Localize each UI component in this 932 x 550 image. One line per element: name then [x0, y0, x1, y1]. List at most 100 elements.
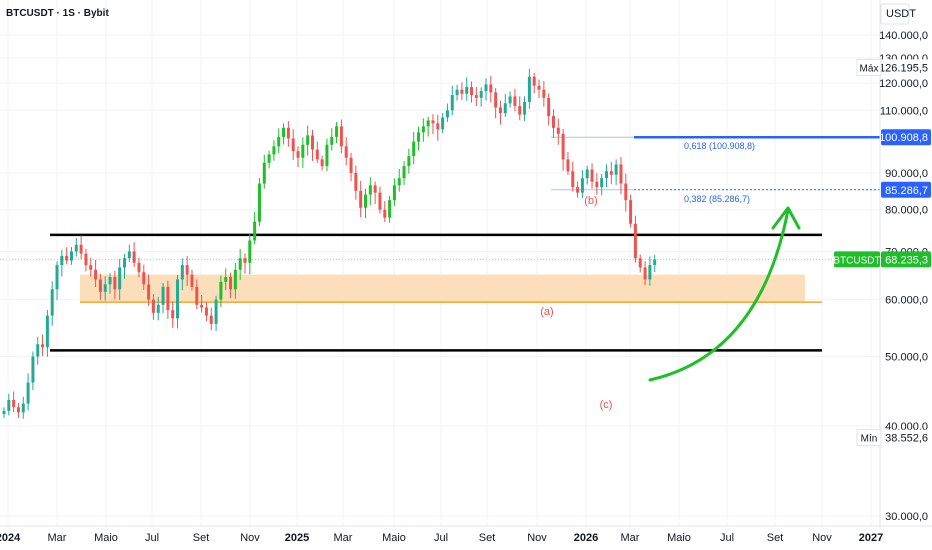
fib-618-tag-bg [881, 129, 931, 146]
candle-body [576, 187, 580, 193]
max-label-tag-bg [856, 58, 882, 76]
wave-label-a: (a) [540, 306, 553, 318]
candle-body [89, 265, 93, 270]
candle-body [364, 194, 367, 208]
candle-body [561, 133, 565, 160]
max-value-tag: 126.195,5 [879, 62, 928, 74]
candle-body [291, 138, 295, 152]
candle-body [368, 185, 372, 195]
candle-body [643, 267, 647, 280]
candle-body [166, 286, 170, 311]
candle-body [494, 92, 498, 108]
support-zone [80, 274, 805, 303]
candle-body [527, 76, 531, 102]
candle-body [470, 87, 474, 96]
time-tick-label: Maio [667, 532, 691, 544]
candle-body [373, 185, 377, 193]
candle-body [508, 96, 512, 104]
candle-body [127, 251, 131, 259]
candle-body [619, 164, 623, 184]
candle-body [248, 240, 252, 263]
candle-body [156, 304, 160, 313]
candle-body [190, 274, 194, 287]
candle-body [325, 144, 329, 167]
candle-body [209, 315, 213, 324]
grid [0, 0, 880, 526]
candle-body [98, 279, 102, 292]
candle-body [84, 253, 88, 266]
candle-body [204, 307, 208, 316]
zones [0, 135, 880, 352]
candle-body [257, 183, 261, 222]
candle-body [45, 315, 49, 348]
currency-box[interactable] [880, 3, 910, 25]
time-tick-label: Jul [434, 532, 448, 544]
candle-body [69, 251, 73, 261]
candle-body [238, 258, 242, 270]
candle-body [537, 85, 541, 90]
candle-body [629, 200, 633, 224]
price-tick-label: 80.000,0 [885, 205, 928, 217]
last-price-tag-bg [881, 251, 931, 268]
candle-body [648, 265, 652, 280]
candle-body [518, 106, 522, 115]
fib-618-label: 0,618 (100.908,8) [684, 141, 755, 151]
price-tick-label: 140.000,0 [879, 30, 928, 42]
min-value-tag-bg [881, 429, 931, 446]
candle-body [421, 126, 425, 133]
candle-body [310, 135, 314, 150]
candle-body [566, 159, 570, 172]
candle-body [296, 151, 300, 158]
candle-body [551, 116, 555, 128]
price-tick-label: 50.000,0 [885, 351, 928, 363]
candle-body [315, 149, 319, 160]
candle-body [523, 101, 527, 115]
candle-body [450, 95, 454, 111]
candle-body [12, 399, 16, 408]
price-tick-label: 30.000,0 [885, 511, 928, 523]
candle-body [219, 281, 223, 300]
projection-arrow[interactable] [648, 208, 790, 382]
price-tick-label: 90.000,0 [885, 168, 928, 180]
candle-body [267, 154, 271, 163]
candle-body [378, 192, 382, 210]
candle-body [359, 190, 363, 208]
min-label-tag: Mín [861, 434, 878, 445]
candle-body [229, 276, 233, 290]
time-tick-label: Mar [334, 532, 353, 544]
candle-body [653, 259, 657, 266]
candle-body [556, 127, 560, 134]
candle-body [113, 276, 117, 290]
candle-body [402, 166, 406, 179]
fib-382-tag: 85.286,7 [885, 185, 928, 197]
candle-body [600, 178, 604, 188]
candle-body [339, 126, 343, 147]
fib-382-tag-bg [881, 181, 931, 198]
candle-body [354, 172, 358, 191]
candle-body [436, 123, 440, 130]
time-tick-label: Nov [240, 532, 260, 544]
price-tick-label: 60.000,0 [885, 295, 928, 307]
candle-body [392, 185, 396, 201]
time-tick-label: Nov [527, 532, 547, 544]
time-tick-label: Mar [621, 532, 640, 544]
candle-body [243, 258, 247, 263]
candle-body [74, 244, 78, 252]
candle-body [79, 244, 83, 254]
candle-body [489, 84, 493, 93]
time-tick-label: Jul [720, 532, 734, 544]
time-tick-label: 2027 [859, 532, 883, 544]
candle-body [233, 269, 237, 290]
candle-body [547, 97, 551, 117]
candle-body [330, 136, 334, 145]
candle-body [344, 146, 348, 158]
wave-label-c: (c) [600, 399, 613, 411]
time-tick-label: Set [479, 532, 496, 544]
overlays: 0,618 (100.908,8) 0,382 (85.286,7) (a) (b) (… [540, 141, 801, 411]
candle-body [571, 171, 575, 188]
candle-body [151, 299, 155, 313]
symbol-tag-bg [834, 251, 880, 268]
